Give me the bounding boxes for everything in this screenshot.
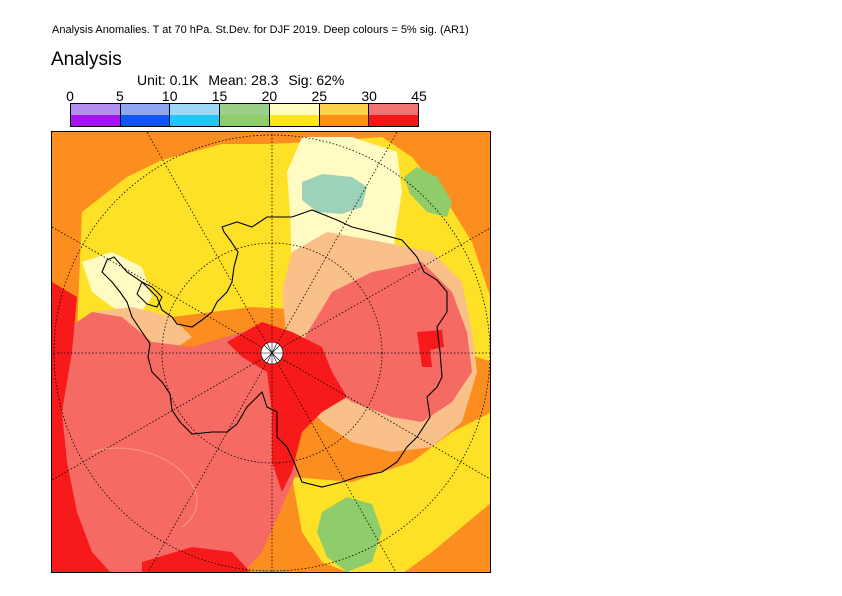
region-cream-west: [82, 252, 152, 317]
colorbar-tick-label: 45: [411, 88, 427, 104]
region-salmon-east: [302, 262, 472, 422]
colorbar-tick-label: 20: [261, 88, 278, 104]
colorbar-cell: [369, 104, 419, 126]
unit-label: Unit: 0.1K: [137, 72, 199, 88]
meridian-210: [147, 352, 273, 572]
antarctic-peninsula-outline: [136, 281, 163, 308]
mean-label: Mean: 28.3: [208, 72, 279, 88]
region-red-east-patch: [417, 330, 444, 367]
colorbar-light-swatch: [220, 104, 269, 115]
region-red-south-edge: [142, 547, 251, 572]
meridian-300: [52, 226, 273, 354]
south-pole-spokes: [261, 342, 283, 364]
colorbar-tick-label: 10: [161, 88, 178, 104]
meridian-lines: [52, 132, 490, 572]
colorbar-tick-label: 5: [115, 88, 124, 104]
colorbar-cell: [319, 104, 370, 126]
polar-map: [51, 131, 491, 573]
region-teal-north: [302, 174, 367, 214]
colorbar-light-swatch: [71, 104, 120, 115]
colorbar-cell: [120, 104, 171, 126]
colorbar-deep-swatch: [120, 115, 170, 126]
colorbar-cell: [71, 104, 121, 126]
sig-label: Sig: 62%: [288, 72, 345, 88]
colorbar: [70, 103, 419, 127]
south-pole-marker: [260, 341, 284, 365]
region-green-northeast: [404, 167, 452, 217]
colorbar-cell: [269, 104, 320, 126]
map-canvas: [52, 132, 490, 572]
colorbar-light-swatch: [170, 104, 220, 115]
meridian-120: [271, 352, 490, 480]
colorbar-deep-swatch: [369, 115, 419, 126]
colorbar-light-swatch: [319, 104, 369, 115]
meridian-330: [146, 132, 273, 354]
colorbar-tick-label: 30: [361, 88, 377, 104]
antarctica-coastline: [101, 209, 448, 488]
colorbar-light-swatch: [120, 104, 170, 115]
colorbar-cell: [220, 104, 270, 126]
colorbar-tick-label: 25: [311, 88, 328, 104]
stats-line: Unit: 0.1K Mean: 28.3 Sig: 62%: [137, 72, 350, 88]
panel-title: Analysis: [51, 49, 122, 70]
colorbar-tick-label: 15: [211, 88, 228, 104]
figure-header-title: Analysis Anomalies. T at 70 hPa. St.Dev.…: [52, 24, 469, 36]
region-red-center: [227, 322, 347, 492]
ross-ice-shelf-outline: [91, 447, 198, 528]
colorbar-light-swatch: [369, 104, 419, 115]
colorbar-deep-swatch: [220, 115, 269, 126]
colorbar-cell: [170, 104, 221, 126]
colorbar-deep-swatch: [170, 115, 220, 126]
meridian-240: [52, 352, 273, 481]
colorbar-tick-label: 0: [66, 88, 74, 104]
colorbar-deep-swatch: [319, 115, 369, 126]
region-red-west-edge: [52, 282, 111, 572]
region-salmon-southwest: [62, 312, 297, 572]
colorbar-deep-swatch: [269, 115, 319, 126]
meridian-30: [271, 132, 398, 354]
meridian-60: [271, 227, 490, 354]
colorbar-light-swatch: [269, 104, 319, 115]
colorbar-deep-swatch: [71, 115, 120, 126]
region-green-south: [317, 497, 382, 572]
pole-spoke: [266, 342, 278, 364]
meridian-150: [271, 352, 397, 572]
